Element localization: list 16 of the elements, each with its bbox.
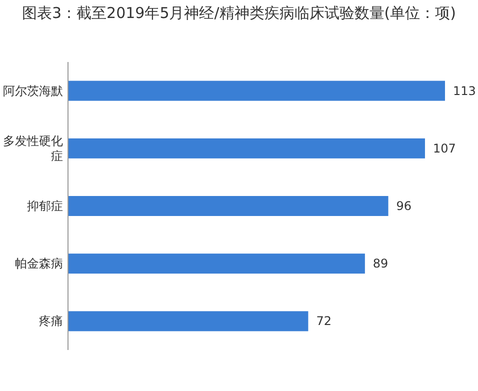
y-tick-label: 阿尔茨海默	[3, 84, 63, 98]
data-label: 89	[372, 256, 388, 271]
data-label: 113	[453, 84, 476, 98]
bar	[68, 80, 445, 101]
data-label: 107	[432, 141, 456, 156]
y-tick-label: 多发性硬化症	[3, 134, 63, 163]
data-label: 72	[316, 314, 332, 328]
y-tick-label: 疼痛	[39, 314, 63, 328]
y-tick-label: 抑郁症	[27, 199, 63, 213]
data-label: 96	[396, 199, 412, 213]
chart-title: 图表3：截至2019年5月神经/精神类疾病临床试验数量(单位：项)	[22, 4, 456, 22]
y-tick-label: 帕金森病	[15, 256, 63, 271]
bar	[68, 196, 388, 216]
bar	[68, 254, 365, 274]
bar	[68, 138, 425, 158]
bar	[68, 311, 308, 332]
